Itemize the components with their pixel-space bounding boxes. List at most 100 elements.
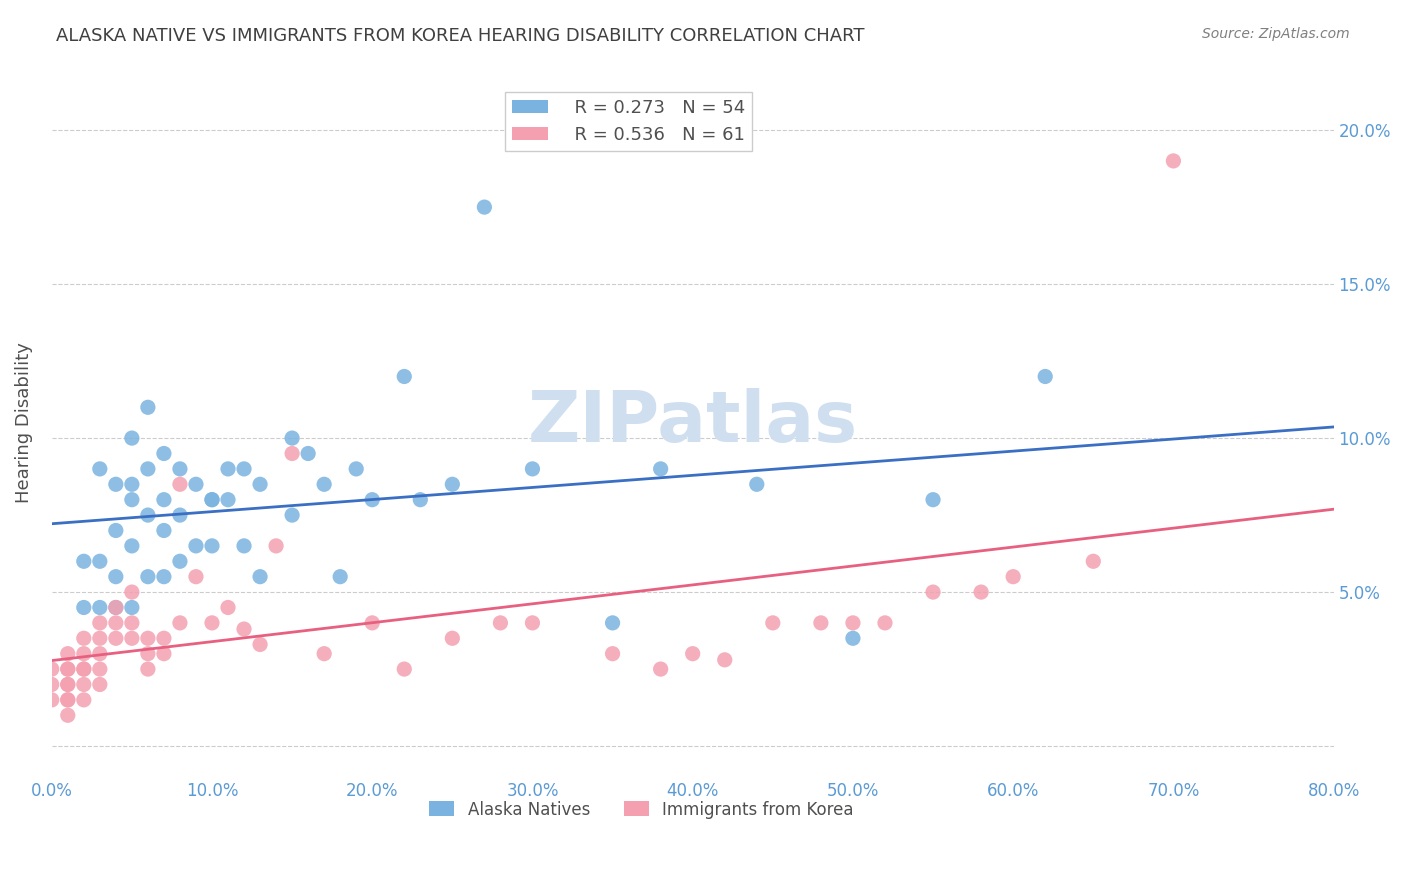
Point (169, 554, 191, 568)
Point (121, 539, 143, 553)
Point (153, 632, 176, 646)
Point (104, 632, 127, 646)
Point (522, 462, 544, 476)
Point (104, 600, 127, 615)
Point (842, 632, 865, 646)
Point (297, 446, 319, 460)
Point (56, 677, 79, 691)
Point (104, 477, 127, 491)
Point (842, 615, 865, 630)
Point (153, 570, 176, 584)
Point (41, 693, 63, 707)
Point (121, 585, 143, 599)
Point (104, 524, 127, 538)
Point (810, 615, 832, 630)
Point (1033, 369, 1056, 384)
Point (762, 615, 785, 630)
Point (281, 508, 304, 522)
Point (201, 539, 224, 553)
Point (169, 508, 191, 522)
Point (184, 477, 207, 491)
Point (104, 600, 127, 615)
Point (233, 539, 256, 553)
Point (281, 431, 304, 445)
Point (233, 622, 256, 636)
Point (136, 462, 159, 476)
Point (89, 615, 111, 630)
Point (1002, 570, 1025, 584)
Point (1083, 554, 1105, 568)
Point (89, 677, 111, 691)
Point (73, 662, 96, 676)
Point (121, 492, 143, 507)
Point (73, 632, 96, 646)
Text: Source: ZipAtlas.com: Source: ZipAtlas.com (1202, 27, 1350, 41)
Point (56, 693, 79, 707)
Point (41, 662, 63, 676)
Point (184, 539, 207, 553)
Point (249, 477, 271, 491)
Point (56, 677, 79, 691)
Point (136, 401, 159, 415)
Point (56, 693, 79, 707)
Point (136, 632, 159, 646)
Point (249, 570, 271, 584)
Point (314, 477, 336, 491)
Point (121, 600, 143, 615)
Point (169, 462, 191, 476)
Point (394, 662, 416, 676)
Point (169, 615, 191, 630)
Point (73, 693, 96, 707)
Point (89, 647, 111, 661)
Point (713, 653, 735, 667)
Point (922, 492, 945, 507)
Point (441, 632, 464, 646)
Text: ALASKA NATIVE VS IMMIGRANTS FROM KOREA HEARING DISABILITY CORRELATION CHART: ALASKA NATIVE VS IMMIGRANTS FROM KOREA H… (56, 27, 865, 45)
Point (1163, 153, 1185, 168)
Point (264, 539, 287, 553)
Point (73, 662, 96, 676)
Point (873, 615, 896, 630)
Point (56, 662, 79, 676)
Point (153, 492, 176, 507)
Point (650, 662, 672, 676)
Point (121, 431, 143, 445)
Point (474, 200, 496, 214)
Point (89, 632, 111, 646)
Point (169, 477, 191, 491)
Point (650, 462, 672, 476)
Point (89, 600, 111, 615)
Point (56, 662, 79, 676)
Point (136, 662, 159, 676)
Point (56, 708, 79, 723)
Point (970, 585, 993, 599)
Text: ZIPatlas: ZIPatlas (527, 388, 858, 458)
Point (201, 492, 224, 507)
Point (489, 615, 512, 630)
Point (153, 647, 176, 661)
Point (89, 462, 111, 476)
Point (344, 462, 367, 476)
Point (153, 524, 176, 538)
Point (121, 477, 143, 491)
Point (329, 570, 352, 584)
Point (89, 662, 111, 676)
Point (136, 570, 159, 584)
Point (89, 554, 111, 568)
Point (314, 647, 336, 661)
Point (73, 600, 96, 615)
Point (682, 647, 704, 661)
Point (217, 600, 239, 615)
Point (121, 615, 143, 630)
Legend: Alaska Natives, Immigrants from Korea: Alaska Natives, Immigrants from Korea (423, 794, 860, 825)
Point (217, 492, 239, 507)
Point (136, 647, 159, 661)
Point (73, 647, 96, 661)
Point (281, 446, 304, 460)
Point (361, 615, 384, 630)
Point (522, 615, 544, 630)
Point (249, 637, 271, 651)
Point (441, 477, 464, 491)
Point (602, 647, 624, 661)
Point (922, 585, 945, 599)
